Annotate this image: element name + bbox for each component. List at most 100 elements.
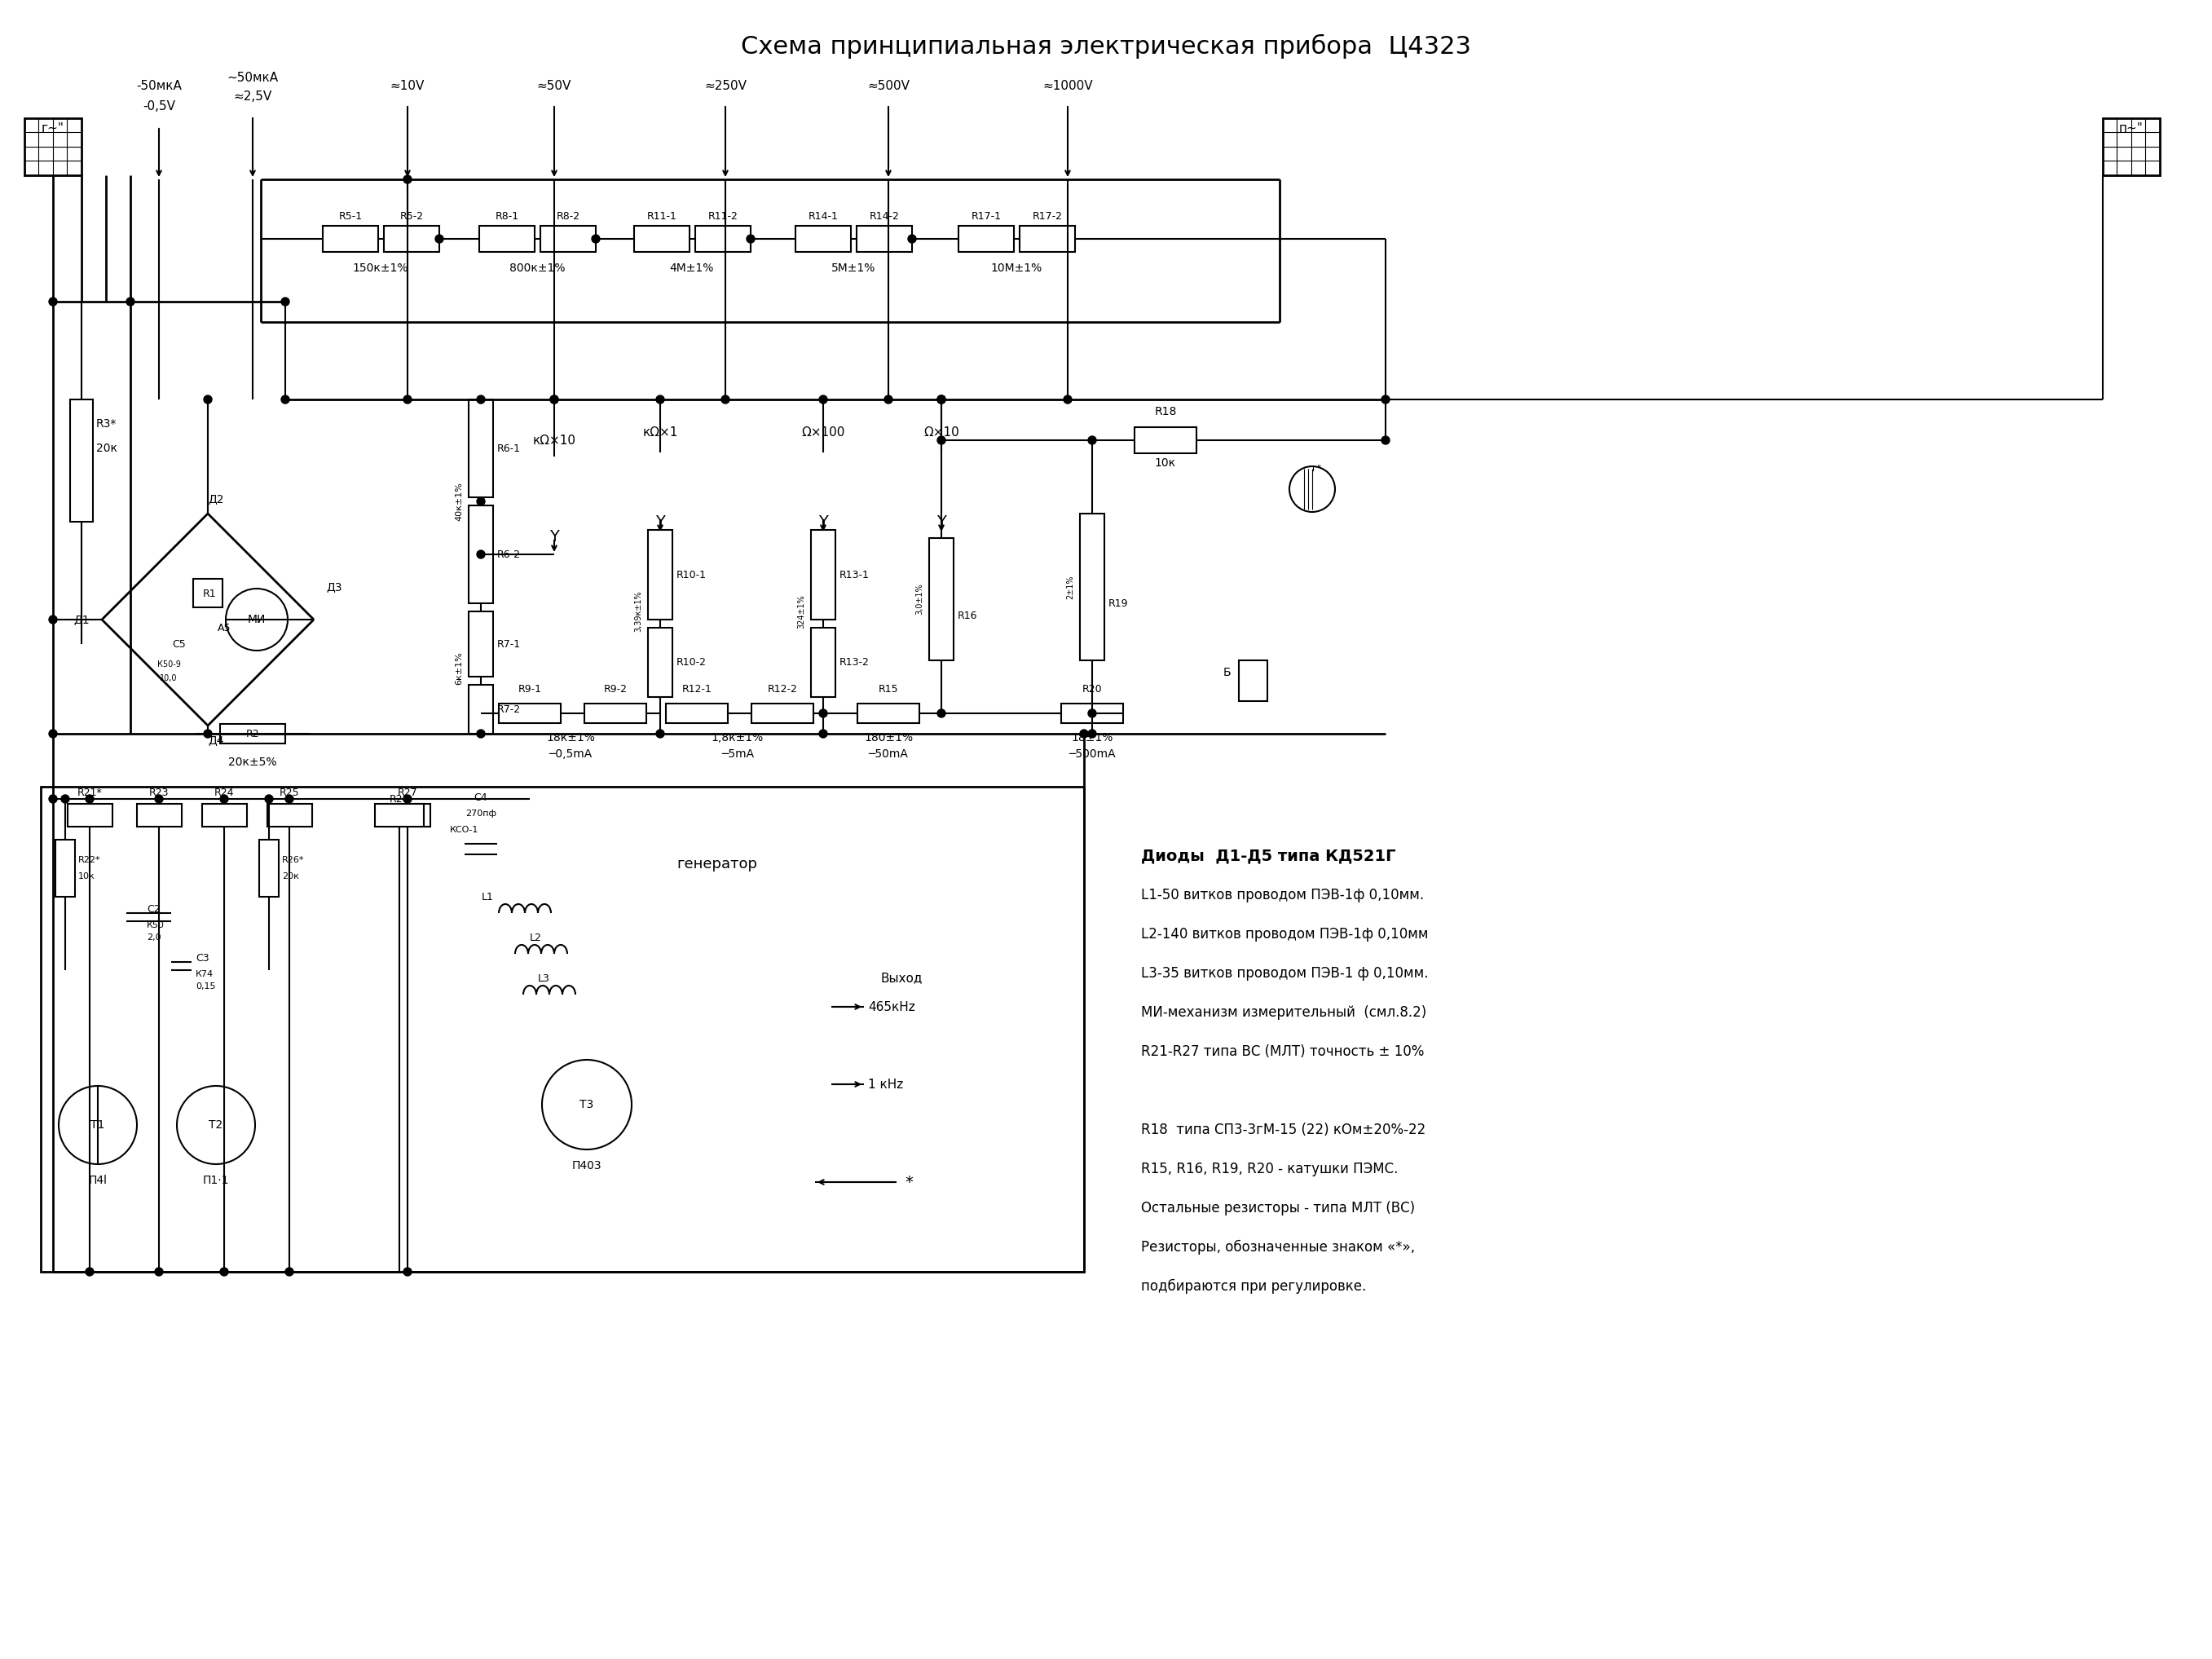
Bar [1135,426,1197,453]
Circle shape [938,436,945,445]
Bar [469,612,493,677]
Text: T2: T2 [208,1120,223,1131]
Bar [385,226,440,252]
Bar [259,839,279,898]
Circle shape [551,395,557,403]
Text: R10-1: R10-1 [677,569,706,581]
Text: К50-9: К50-9 [157,660,181,669]
Text: 3,0±1%: 3,0±1% [916,584,922,615]
Text: Д1: Д1 [73,614,91,625]
Text: МИ: МИ [248,614,265,625]
Text: 5М±1%: 5М±1% [832,262,876,274]
Text: 10к: 10к [77,873,95,881]
Circle shape [204,730,212,738]
Circle shape [285,795,294,803]
Text: R24: R24 [215,786,234,798]
Text: 1,8к±1%: 1,8к±1% [712,732,763,743]
Circle shape [126,297,135,305]
Circle shape [155,795,164,803]
Text: Диоды  Д1-Д5 типа КД521Г: Диоды Д1-Д5 типа КД521Г [1141,848,1396,864]
Text: L2-140 витков проводом ПЭВ-1ф 0,10мм: L2-140 витков проводом ПЭВ-1ф 0,10мм [1141,927,1429,942]
Circle shape [748,236,754,242]
Circle shape [938,395,945,403]
Text: R9-1: R9-1 [518,684,542,693]
Text: кΩ×1: кΩ×1 [641,426,677,438]
Circle shape [1064,395,1073,403]
Circle shape [478,395,484,403]
Text: R2: R2 [246,728,259,738]
Bar [1062,703,1124,723]
Text: 0,15: 0,15 [195,982,215,990]
Bar [1239,660,1267,702]
Circle shape [885,395,891,403]
Text: R5-2: R5-2 [400,211,422,221]
Bar [796,226,852,252]
Text: Y: Y [655,514,666,529]
Bar [540,226,595,252]
Circle shape [403,795,411,803]
Text: L1-50 витков проводом ПЭВ-1ф 0,10мм.: L1-50 витков проводом ПЭВ-1ф 0,10мм. [1141,888,1425,902]
Text: 4М±1%: 4М±1% [670,262,714,274]
Bar [812,627,836,697]
Text: R25: R25 [279,786,299,798]
Text: ≈10V: ≈10V [389,80,425,91]
Circle shape [1088,436,1097,445]
Text: -50мкА: -50мкА [137,80,181,91]
Bar [2104,118,2159,176]
Text: ─0,5mA: ─0,5mA [549,748,593,760]
Text: R18: R18 [1155,406,1177,418]
Bar [55,839,75,898]
Text: 150к±1%: 150к±1% [352,262,409,274]
Circle shape [1382,395,1389,403]
Text: R17-1: R17-1 [971,211,1002,221]
Text: К50: К50 [146,921,164,929]
Circle shape [49,795,58,803]
Text: R7-1: R7-1 [498,639,520,649]
Circle shape [436,236,442,242]
Bar [584,703,646,723]
Text: R6-1: R6-1 [498,443,520,453]
Text: 800к±1%: 800к±1% [509,262,564,274]
Bar [635,226,690,252]
Text: 324±1%: 324±1% [796,594,805,629]
Circle shape [281,395,290,403]
Text: Остальные резисторы - типа МЛТ (ВС): Остальные резисторы - типа МЛТ (ВС) [1141,1201,1416,1216]
Text: 2±1%: 2±1% [1066,576,1075,599]
Circle shape [265,795,272,803]
Bar [666,703,728,723]
Bar [469,506,493,604]
Text: ≈50V: ≈50V [538,80,571,91]
Text: 18к±1%: 18к±1% [546,732,595,743]
Text: Ω×10: Ω×10 [925,426,960,438]
Text: 20к±5%: 20к±5% [228,757,276,768]
Circle shape [285,1267,294,1276]
Bar [374,805,425,826]
Text: Ω×100: Ω×100 [801,426,845,438]
Bar [480,226,535,252]
Circle shape [818,710,827,717]
Text: R19: R19 [1108,597,1128,609]
Text: 10,0: 10,0 [159,674,177,682]
Text: C2: C2 [146,904,159,914]
Bar [469,400,493,498]
Bar [648,529,672,619]
Text: R20: R20 [1082,684,1102,693]
Text: R12-1: R12-1 [681,684,712,693]
Text: Y: Y [818,514,827,529]
Text: г": г" [1312,465,1321,473]
Text: R8-1: R8-1 [495,211,520,221]
Circle shape [49,615,58,624]
Text: R21-R27 типа ВС (МЛТ) точность ± 10%: R21-R27 типа ВС (МЛТ) точность ± 10% [1141,1044,1425,1058]
Circle shape [1382,436,1389,445]
Bar [752,703,814,723]
Bar [498,703,562,723]
Bar [137,805,181,826]
Text: Резисторы, обозначенные знаком «*»,: Резисторы, обозначенные знаком «*», [1141,1239,1416,1254]
Text: г~": г~" [42,123,64,134]
Text: R26*: R26* [281,856,305,864]
Text: КСО-1: КСО-1 [451,826,480,834]
Text: 180±1%: 180±1% [865,732,914,743]
Text: А5: А5 [217,622,230,634]
Text: ≈250V: ≈250V [703,80,748,91]
Circle shape [62,795,69,803]
